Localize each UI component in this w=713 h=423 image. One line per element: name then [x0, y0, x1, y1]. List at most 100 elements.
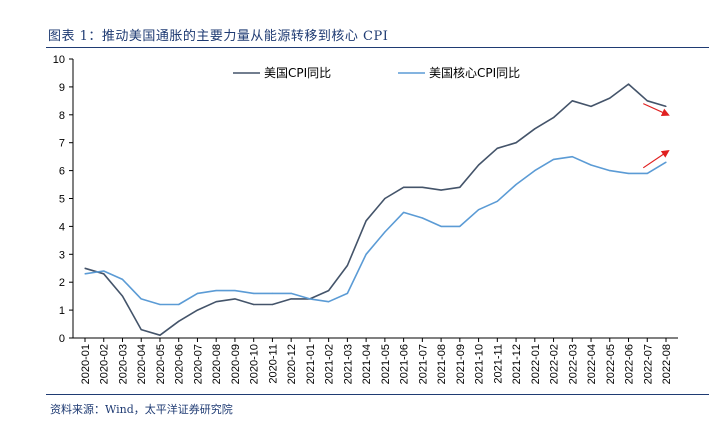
- y-tick-label: 0: [59, 333, 65, 345]
- x-tick-label: 2020-08: [211, 344, 223, 384]
- data-point: [477, 209, 480, 211]
- data-point: [571, 100, 573, 102]
- data-point: [84, 267, 86, 269]
- data-point: [515, 183, 517, 186]
- data-point: [215, 289, 217, 292]
- legend-label: 美国CPI同比: [264, 66, 331, 80]
- data-point: [384, 197, 386, 200]
- data-point: [571, 156, 573, 158]
- data-point: [84, 273, 86, 275]
- chart-annotations: [642, 103, 670, 169]
- data-point: [328, 289, 330, 292]
- data-point: [234, 298, 236, 300]
- x-tick-label: 2020-11: [267, 344, 279, 384]
- data-point: [421, 186, 423, 188]
- data-point: [196, 309, 199, 311]
- data-point: [496, 200, 498, 202]
- x-tick-label: 2022-08: [661, 344, 673, 384]
- x-tick-label: 2021-08: [436, 344, 448, 384]
- x-tick-label: 2022-06: [624, 344, 636, 384]
- x-tick-label: 2022-03: [567, 344, 579, 384]
- series-line-core-cpi: [84, 155, 667, 306]
- x-tick-label: 2021-04: [361, 344, 373, 384]
- data-point: [459, 225, 461, 227]
- data-point: [103, 270, 105, 272]
- x-tick-label: 2021-12: [511, 344, 523, 384]
- data-point: [290, 298, 292, 300]
- chart-axes: 0 1 2 3 4 5 6 7 8 9 10 2020-01 2020-02 2020-03 2020-04…: [53, 54, 678, 384]
- data-point: [234, 289, 236, 292]
- data-point: [477, 164, 480, 166]
- data-point: [440, 225, 442, 227]
- data-point: [365, 220, 367, 222]
- data-point: [346, 292, 348, 294]
- data-point: [627, 172, 630, 174]
- x-tick-label: 2021-07: [417, 344, 429, 384]
- data-point: [646, 172, 648, 174]
- chart-legend: 美国CPI同比 美国核心CPI同比: [233, 66, 520, 80]
- figure-title: 图表 1：推动美国通胀的主要力量从能源转移到核心 CPI: [48, 29, 389, 44]
- data-point: [552, 158, 555, 161]
- x-tick-label: 2021-02: [324, 344, 336, 384]
- data-point: [290, 292, 292, 294]
- data-point: [403, 186, 405, 188]
- arrow-up-icon: [642, 149, 670, 169]
- x-tick-label: 2020-05: [155, 344, 167, 384]
- y-tick-label: 3: [59, 249, 65, 261]
- data-point: [121, 278, 124, 281]
- data-point: [159, 334, 161, 336]
- data-point: [665, 161, 667, 163]
- x-tick-label: 2020-09: [230, 344, 242, 384]
- data-point: [328, 301, 330, 303]
- x-tick-label: 2022-04: [586, 344, 598, 384]
- data-point: [590, 105, 592, 108]
- data-point: [421, 217, 423, 219]
- x-tick-label: 2020-01: [80, 344, 92, 384]
- series-line-cpi: [84, 83, 667, 337]
- data-point: [403, 211, 405, 214]
- data-point: [384, 231, 386, 233]
- x-tick-label: 2021-05: [380, 344, 392, 384]
- source-bar: 资料来源：Wind，太平洋证券研究院: [46, 394, 709, 417]
- y-tick-label: 4: [59, 221, 65, 233]
- data-point: [627, 83, 630, 85]
- data-point: [140, 329, 142, 331]
- data-point: [609, 170, 611, 172]
- x-tick-label: 2021-01: [305, 344, 317, 384]
- x-tick-label: 2021-03: [342, 344, 354, 384]
- x-tick-label: 2021-10: [474, 344, 486, 384]
- chart-series: [84, 83, 667, 337]
- y-tick-label: 5: [59, 194, 65, 206]
- y-tick-label: 6: [59, 166, 65, 178]
- data-point: [365, 253, 367, 255]
- data-point: [515, 142, 517, 144]
- y-tick-label: 2: [59, 277, 65, 289]
- data-point: [196, 292, 199, 294]
- x-tick-label: 2021-11: [492, 344, 504, 384]
- data-point: [159, 303, 161, 306]
- y-tick-label: 8: [59, 110, 65, 122]
- data-point: [534, 170, 536, 172]
- data-point: [346, 264, 348, 267]
- data-point: [646, 100, 648, 102]
- x-tick-label: 2022-07: [642, 344, 654, 384]
- legend-label: 美国核心CPI同比: [429, 66, 520, 80]
- source-note: 资料来源：Wind，太平洋证券研究院: [50, 403, 233, 416]
- figure-title-bar: 图表 1：推动美国通胀的主要力量从能源转移到核心 CPI: [46, 23, 709, 48]
- x-tick-label: 2022-02: [549, 344, 561, 384]
- data-point: [590, 164, 592, 166]
- y-tick-label: 10: [53, 54, 65, 66]
- data-point: [271, 303, 274, 306]
- data-point: [609, 97, 611, 99]
- x-tick-label: 2020-06: [174, 344, 186, 384]
- x-tick-label: 2020-10: [249, 344, 261, 384]
- data-point: [140, 298, 142, 300]
- data-point: [103, 273, 105, 275]
- x-tick-label: 2020-07: [192, 344, 204, 384]
- data-point: [552, 116, 555, 119]
- data-point: [665, 105, 667, 108]
- x-tick-label: 2020-02: [99, 344, 111, 384]
- x-tick-label: 2022-05: [605, 344, 617, 384]
- data-point: [459, 186, 461, 188]
